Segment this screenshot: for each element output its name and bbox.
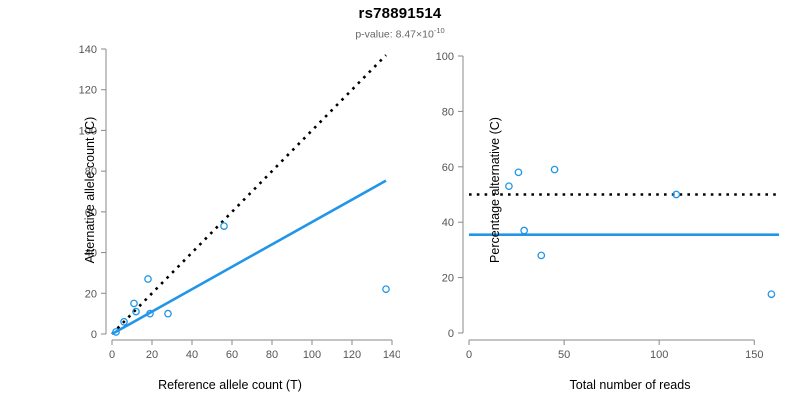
- svg-text:60: 60: [85, 207, 97, 219]
- svg-text:20: 20: [85, 288, 97, 300]
- left-scatter-plot: 0 20 40 60 80 100 120 140 0 20 40 60 80 100 120 140: [79, 44, 400, 361]
- svg-text:150: 150: [745, 349, 763, 361]
- svg-text:100: 100: [436, 51, 454, 63]
- left-y-axis-title: Alternative allele count (C): [83, 116, 97, 264]
- svg-text:60: 60: [226, 349, 238, 361]
- right-x-axis-title: Total number of reads: [569, 378, 691, 392]
- svg-text:80: 80: [442, 106, 454, 118]
- svg-text:40: 40: [186, 349, 198, 361]
- svg-text:0: 0: [466, 349, 472, 361]
- right-scatter-plot: 0 50 100 150 0 20 40 60 80 100: [436, 51, 779, 361]
- right-y-axis-title: Percentage alternative (C): [488, 117, 502, 263]
- svg-text:60: 60: [442, 162, 454, 174]
- svg-text:40: 40: [85, 248, 97, 260]
- svg-text:120: 120: [79, 85, 97, 97]
- svg-text:0: 0: [109, 349, 115, 361]
- svg-text:100: 100: [303, 349, 321, 361]
- left-panel: 0 20 40 60 80 100 120 140 0 20 40 60 80 100 120 140 Ref…: [79, 44, 400, 392]
- svg-text:20: 20: [146, 349, 158, 361]
- svg-text:100: 100: [650, 349, 668, 361]
- svg-text:140: 140: [79, 44, 97, 56]
- svg-text:40: 40: [442, 217, 454, 229]
- svg-text:0: 0: [448, 328, 454, 340]
- svg-text:50: 50: [558, 349, 570, 361]
- pvalue-text: p-value: 8.47×10: [355, 28, 434, 41]
- page-title: rs78891514: [358, 5, 442, 22]
- svg-text:120: 120: [343, 349, 361, 361]
- pvalue-subtitle: p-value: 8.47×10-10: [0, 26, 800, 41]
- pvalue-exponent: -10: [433, 26, 445, 35]
- svg-text:0: 0: [91, 329, 97, 341]
- svg-text:100: 100: [79, 125, 97, 137]
- left-x-axis-title: Reference allele count (T): [158, 378, 302, 392]
- svg-text:80: 80: [266, 349, 278, 361]
- svg-text:80: 80: [85, 166, 97, 178]
- right-panel: 0 50 100 150 0 20 40 60 80 100 Total number of re…: [400, 0, 800, 400]
- svg-text:20: 20: [442, 273, 454, 285]
- svg-text:140: 140: [383, 349, 400, 361]
